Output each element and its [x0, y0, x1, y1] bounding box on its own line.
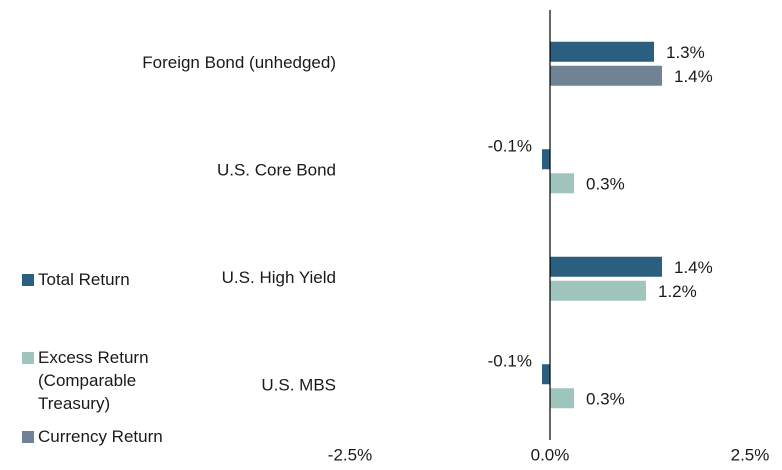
value-label: -0.1%: [488, 137, 532, 156]
x-tick-label: 2.5%: [731, 445, 770, 464]
category-label: Foreign Bond (unhedged): [142, 53, 336, 72]
legend-item: Total Return: [22, 268, 212, 291]
value-label: 1.4%: [674, 67, 713, 86]
x-tick-label: 0.0%: [531, 445, 570, 464]
bar: [550, 173, 574, 194]
value-label: 1.4%: [674, 258, 713, 277]
category-label: U.S. MBS: [261, 376, 336, 395]
value-label: 0.3%: [586, 175, 625, 194]
value-label: 1.3%: [666, 43, 705, 62]
legend-item: Excess Return (Comparable Treasury): [22, 346, 212, 415]
legend-item: Currency Return: [22, 425, 212, 448]
bar: [542, 364, 550, 385]
bar: [542, 149, 550, 170]
legend-swatch: [22, 274, 34, 286]
value-label: 1.2%: [658, 282, 697, 301]
category-label: U.S. Core Bond: [217, 161, 336, 180]
bar: [550, 65, 662, 86]
category-label: U.S. High Yield: [222, 268, 336, 287]
bar: [550, 280, 646, 301]
x-tick-label: -2.5%: [328, 445, 372, 464]
legend-swatch: [22, 352, 34, 364]
legend-label: Currency Return: [38, 427, 163, 446]
bar: [550, 388, 574, 409]
value-label: -0.1%: [488, 352, 532, 371]
legend-label: Total Return: [38, 270, 130, 289]
bar: [550, 41, 654, 62]
legend-label: Excess Return (Comparable Treasury): [38, 348, 149, 413]
value-label: 0.3%: [586, 390, 625, 409]
legend-swatch: [22, 431, 34, 443]
bar: [550, 256, 662, 277]
